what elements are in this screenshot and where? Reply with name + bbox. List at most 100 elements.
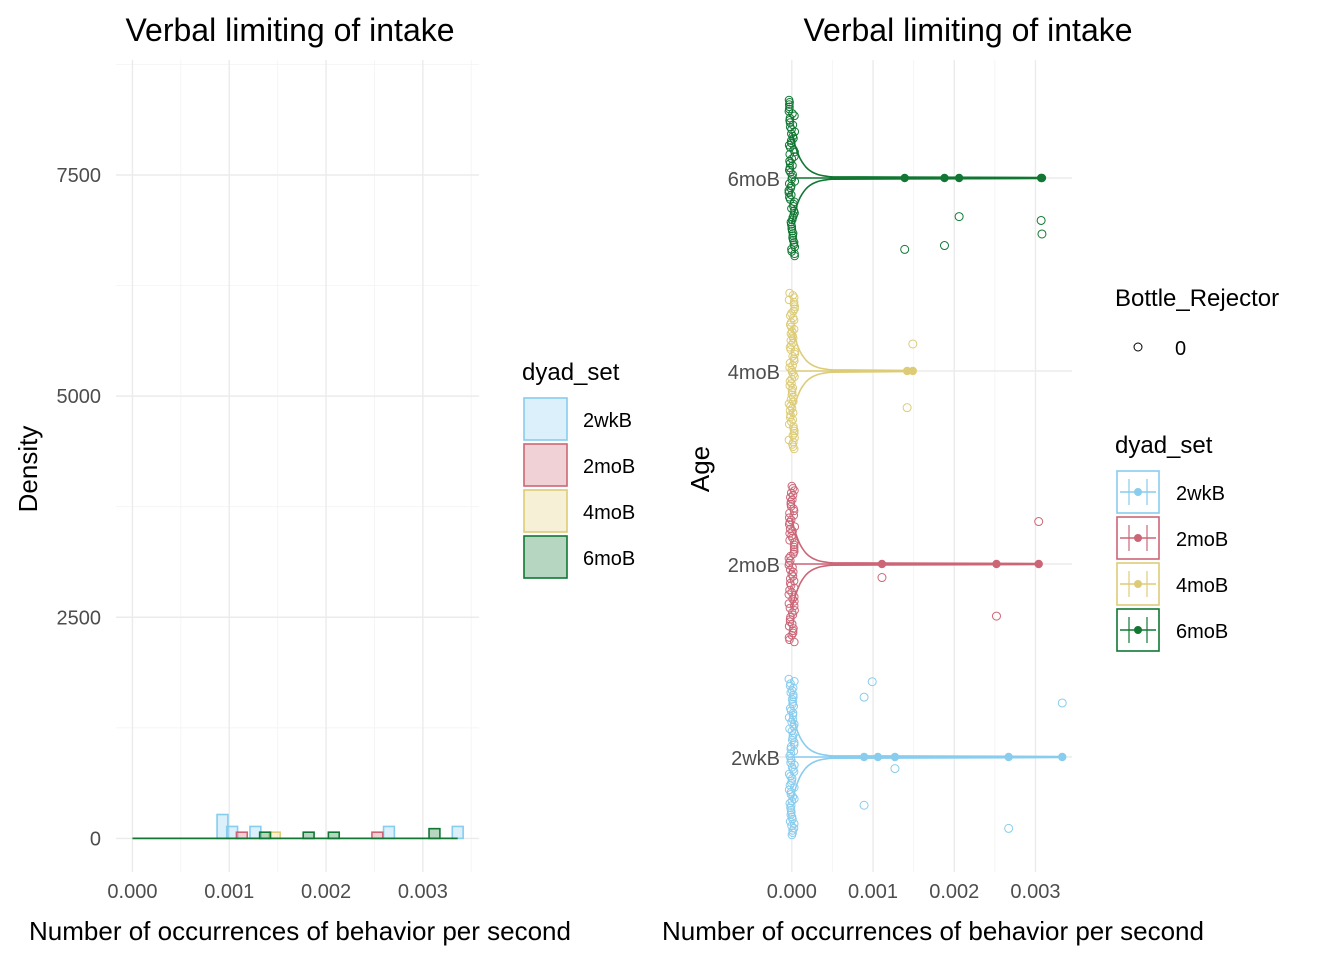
histogram-bar-6moB bbox=[327, 831, 341, 840]
zero-point-2moB bbox=[790, 606, 799, 615]
zero-point-2moB bbox=[787, 587, 797, 597]
histogram-y-tick-labels: 0 2500 5000 7500 bbox=[57, 165, 102, 850]
violin-lower-6moB bbox=[791, 177, 1042, 224]
zero-point-6moB bbox=[787, 215, 797, 225]
jitter-point-2moB bbox=[877, 573, 887, 583]
zero-point-4moB bbox=[789, 306, 798, 316]
x-tick-label: 0.000 bbox=[767, 881, 817, 903]
zero-point-2wkB bbox=[784, 674, 794, 684]
zero-point-2wkB bbox=[788, 826, 797, 835]
zero-point-4moB bbox=[788, 361, 797, 370]
histogram-panel: 0.000 0.001 0.002 0.003 0 2500 5000 7500 Verba… bbox=[13, 12, 635, 946]
point-6moB bbox=[940, 173, 949, 183]
x-tick-label: 0.003 bbox=[1010, 881, 1060, 903]
histogram-bar-6moB bbox=[258, 831, 272, 840]
violin-legend-title: dyad_set bbox=[1115, 432, 1213, 459]
jitter-point-2wkB bbox=[1057, 698, 1067, 708]
jitter-points bbox=[859, 212, 1067, 833]
violin-dyad-legend: dyad_set 2wkB 2moB 4moB 6moB bbox=[1115, 432, 1228, 652]
zero-point-4moB bbox=[790, 304, 799, 314]
zero-point-2wkB bbox=[789, 722, 798, 731]
zero-point-4moB bbox=[787, 367, 797, 377]
zero-point-2wkB bbox=[785, 799, 795, 808]
y-tick-label: 7500 bbox=[57, 165, 102, 187]
zero-point-2moB bbox=[790, 522, 800, 531]
y-tick-label: 4moB bbox=[728, 362, 780, 384]
violin-upper-4moB bbox=[791, 325, 913, 372]
x-tick-label: 0.001 bbox=[848, 881, 898, 903]
violin-upper-2wkB bbox=[791, 711, 1063, 758]
zero-point-2wkB bbox=[789, 819, 799, 828]
bottle-rejector-legend-key bbox=[1133, 342, 1143, 352]
zero-point-6moB bbox=[786, 168, 795, 177]
legend-key-2moB bbox=[523, 443, 568, 487]
violin-legend-label-2moB: 2moB bbox=[1176, 529, 1228, 551]
y-tick-label: 2wkB bbox=[731, 748, 780, 770]
y-tick-label: 2moB bbox=[728, 555, 780, 577]
histogram-bar-2wkB bbox=[382, 825, 396, 840]
zero-point-4moB bbox=[790, 347, 800, 357]
y-tick-label: 2500 bbox=[57, 607, 102, 629]
zero-point-2moB bbox=[784, 554, 794, 563]
legend-dot bbox=[1134, 626, 1142, 634]
zero-point-2moB bbox=[786, 493, 795, 502]
violin-lower-2wkB bbox=[791, 756, 1063, 803]
jitter-point-6moB bbox=[954, 212, 964, 222]
zero-point-2wkB bbox=[785, 724, 794, 734]
violin-gridlines bbox=[778, 60, 1072, 872]
zero-point-6moB bbox=[785, 118, 795, 127]
zero-point-2wkB bbox=[790, 760, 799, 770]
zero-point-2wkB bbox=[787, 796, 797, 806]
zero-point-2wkB bbox=[787, 735, 797, 745]
zero-point-4moB bbox=[784, 419, 794, 429]
zero-point-4moB bbox=[790, 349, 800, 359]
zero-point-4moB bbox=[789, 426, 799, 436]
zero-point-2moB bbox=[788, 483, 798, 493]
zero-point-2moB bbox=[786, 502, 796, 511]
legend-key-6moB bbox=[523, 535, 568, 579]
zero-point-2wkB bbox=[786, 787, 796, 797]
violin-x-tick-labels: 0.000 0.001 0.002 0.003 bbox=[767, 881, 1061, 903]
zero-point-2moB bbox=[785, 535, 794, 545]
histogram-bar-2moB bbox=[235, 831, 249, 840]
bottle-rejector-legend-title: Bottle_Rejector bbox=[1115, 285, 1279, 312]
zero-point-2moB bbox=[790, 597, 799, 606]
zero-point-4moB bbox=[784, 399, 794, 409]
zero-point-4moB bbox=[786, 322, 796, 332]
y-tick-label: 6moB bbox=[728, 169, 780, 191]
zero-point-2moB bbox=[785, 585, 794, 595]
histogram-title: Verbal limiting of intake bbox=[125, 12, 454, 48]
zero-point-6moB bbox=[789, 199, 798, 209]
jitter-point-6moB bbox=[900, 244, 910, 254]
legend-label-6moB: 6moB bbox=[583, 548, 635, 570]
histogram-x-tick-labels: 0.000 0.001 0.002 0.003 bbox=[107, 881, 447, 903]
zero-point-2wkB bbox=[785, 817, 795, 826]
x-tick-label: 0.002 bbox=[929, 881, 979, 903]
zero-point-2moB bbox=[785, 617, 795, 626]
jitter-point-4moB bbox=[908, 339, 918, 349]
zero-point-2moB bbox=[789, 542, 799, 552]
zero-point-4moB bbox=[789, 397, 798, 406]
jitter-point-2wkB bbox=[890, 764, 900, 774]
histogram-bar-2moB bbox=[371, 831, 384, 840]
zero-point-2wkB bbox=[787, 686, 797, 695]
zero-point-6moB bbox=[786, 183, 795, 193]
zero-point-4moB bbox=[787, 379, 796, 388]
legend-box bbox=[1116, 562, 1160, 606]
zero-point-2wkB bbox=[790, 794, 799, 804]
zero-point-6moB bbox=[790, 152, 799, 161]
histogram-y-axis-title: Density bbox=[13, 426, 43, 513]
zero-point-2moB bbox=[788, 526, 797, 536]
zero-point-4moB bbox=[790, 356, 799, 366]
violin-legend-key-4moB bbox=[1116, 562, 1160, 606]
legend-box bbox=[1116, 516, 1160, 560]
zero-point-6moB bbox=[790, 249, 799, 259]
jitter-point-2moB bbox=[1034, 517, 1044, 527]
zero-point-4moB bbox=[787, 340, 796, 350]
point-2wkB bbox=[1004, 752, 1013, 762]
legend-box bbox=[1116, 470, 1160, 514]
zero-point-6moB bbox=[784, 186, 794, 195]
zero-point-2moB bbox=[788, 495, 797, 504]
point-2moB bbox=[877, 559, 887, 569]
jitter-point-4moB bbox=[902, 403, 912, 413]
